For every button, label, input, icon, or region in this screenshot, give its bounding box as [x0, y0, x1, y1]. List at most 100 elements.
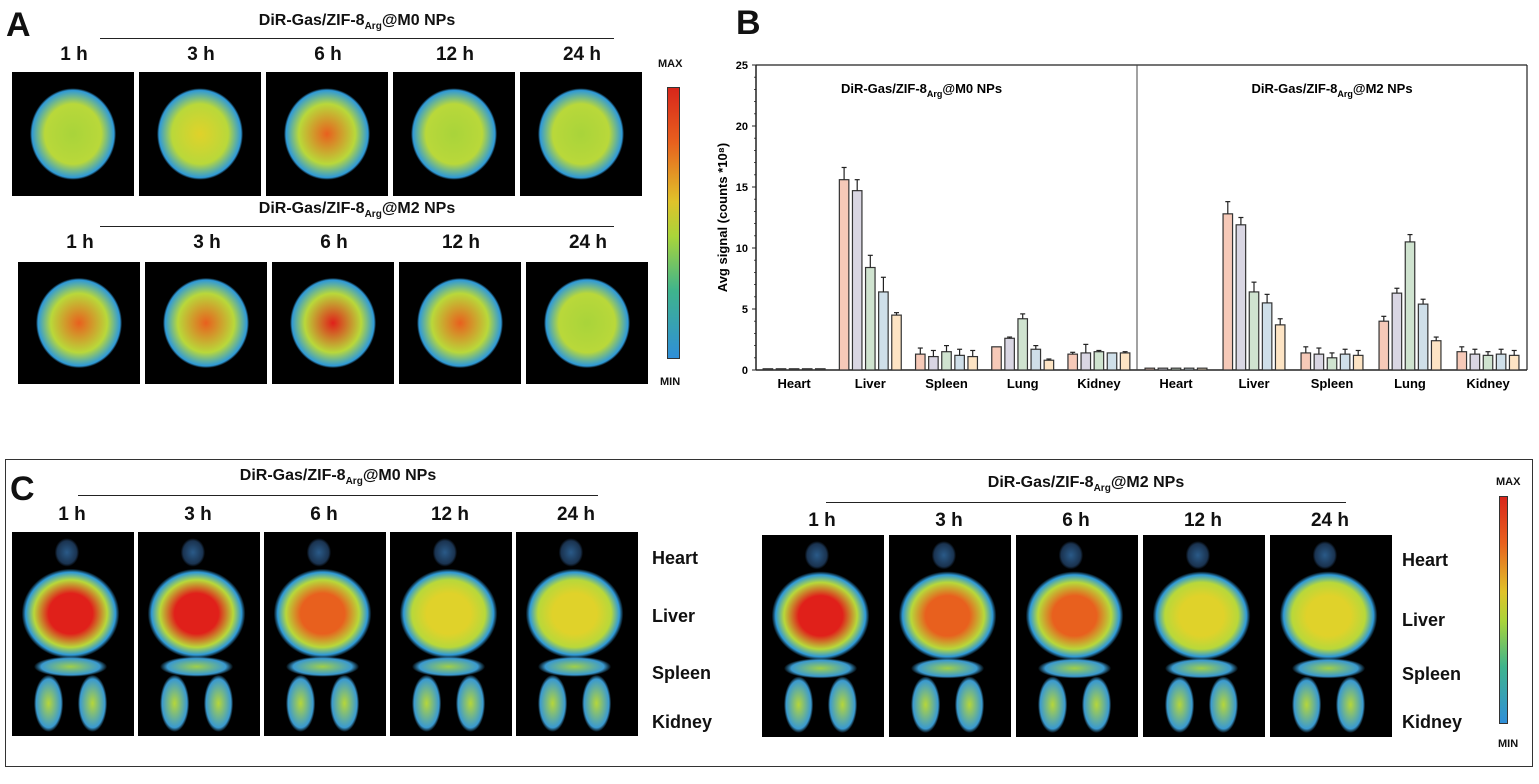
panel-a-label: A — [6, 6, 31, 44]
bar-liver-24h — [1274, 324, 1286, 371]
bar-spleen-3h — [928, 355, 939, 371]
bar-spleen-24h — [967, 355, 979, 371]
title-part: DiR-Gas/ZIF-8 — [258, 12, 365, 29]
scale-min-label-c: MIN — [1498, 738, 1519, 750]
y-axis-label: Avg signal (counts *10⁸) — [715, 143, 730, 292]
bar-lung-24h — [1430, 340, 1442, 371]
y-tick-label: 10 — [736, 243, 748, 255]
y-tick-label: 20 — [736, 121, 748, 133]
scale-max-label: MAX — [658, 58, 683, 70]
bar-heart-3h — [1157, 367, 1169, 371]
time-label: 24 h — [562, 44, 602, 65]
ex-vivo-organ-image — [264, 532, 386, 736]
x-tick-label: Liver — [855, 376, 886, 391]
time-label: 3 h — [187, 44, 215, 65]
title-part: @M0 NPs — [362, 467, 437, 484]
scale-max-label-c: MAX — [1496, 476, 1521, 488]
bar-heart-1h — [762, 368, 774, 371]
title-part: DiR-Gas/ZIF-8 — [239, 467, 346, 484]
scale-min-label: MIN — [660, 376, 681, 388]
bar-kidney-1h — [1067, 353, 1079, 371]
bar-liver-24h — [891, 314, 902, 371]
organ-label-spleen: Spleen — [1402, 664, 1462, 684]
bar-liver-3h — [851, 190, 863, 371]
y-tick-label: 5 — [742, 304, 748, 316]
bar-heart-3h — [775, 368, 787, 371]
bar-kidney-24h — [1119, 352, 1131, 371]
colorbar-c — [1499, 496, 1508, 724]
x-tick-label: Heart — [1159, 376, 1193, 391]
ex-vivo-organ-image — [1143, 535, 1265, 737]
time-label: 1 h — [808, 510, 836, 531]
group-title-c-0: DiR-Gas/ZIF-8Arg@M0 NPs — [78, 467, 598, 487]
time-label: 24 h — [556, 504, 596, 525]
x-tick-label: Spleen — [925, 376, 968, 391]
bar-kidney-3h — [1469, 353, 1481, 371]
bar-lung-12h — [1030, 348, 1042, 371]
bar-spleen-12h — [954, 354, 965, 371]
title-rule — [100, 226, 614, 227]
chart-panel-title: DiR-Gas/ZIF-8Arg@M0 NPs — [841, 81, 1002, 99]
bar-liver-1h — [1222, 213, 1234, 371]
bar-kidney-6h — [1482, 354, 1494, 371]
bar-kidney-24h — [1508, 354, 1520, 371]
title-rule — [826, 502, 1346, 503]
bar-kidney-3h — [1080, 352, 1092, 371]
x-tick-label: Liver — [1238, 376, 1269, 391]
bar-kidney-12h — [1106, 352, 1118, 371]
title-part: DiR-Gas/ZIF-8 — [987, 474, 1094, 491]
bar-kidney-12h — [1495, 353, 1507, 371]
x-tick-label: Lung — [1007, 376, 1039, 391]
x-tick-label: Spleen — [1311, 376, 1354, 391]
title-part: Arg — [1093, 483, 1111, 495]
x-tick-label: Kidney — [1077, 376, 1121, 391]
time-label: 12 h — [441, 232, 481, 253]
time-label: 12 h — [435, 44, 475, 65]
time-label: 1 h — [66, 232, 94, 253]
organ-label-kidney: Kidney — [1402, 712, 1463, 732]
bar-spleen-1h — [914, 353, 926, 371]
ex-vivo-organ-image — [390, 532, 512, 736]
bar-heart-12h — [1183, 367, 1195, 371]
fluorescence-image — [12, 72, 134, 196]
bar-lung-6h — [1404, 241, 1416, 371]
organ-label-heart: Heart — [1402, 550, 1449, 570]
fluorescence-image — [266, 72, 388, 196]
bar-heart-6h — [788, 368, 800, 371]
bar-kidney-6h — [1093, 351, 1105, 371]
fluorescence-image — [139, 72, 261, 196]
time-label: 24 h — [1310, 510, 1350, 531]
fluorescence-image — [520, 72, 642, 196]
time-label: 3 h — [184, 504, 212, 525]
panel-c-label: C — [10, 470, 35, 508]
bar-spleen-6h — [1326, 357, 1338, 371]
x-tick-label: Kidney — [1466, 376, 1510, 391]
time-label: 6 h — [314, 44, 342, 65]
bar-lung-12h — [1417, 303, 1429, 371]
bar-lung-3h — [1391, 292, 1403, 371]
ex-vivo-organ-image — [1270, 535, 1392, 737]
fluorescence-image — [272, 262, 394, 384]
title-part: @M2 NPs — [1110, 474, 1185, 491]
time-label: 24 h — [568, 232, 608, 253]
bar-spleen-6h — [941, 351, 952, 371]
title-part: Arg — [364, 209, 382, 221]
x-tick-label: Heart — [777, 376, 811, 391]
bar-spleen-1h — [1300, 352, 1312, 371]
bar-liver-6h — [864, 266, 876, 371]
time-label: 12 h — [1183, 510, 1223, 531]
y-tick-label: 15 — [736, 182, 748, 194]
group-title-a-0: DiR-Gas/ZIF-8Arg@M0 NPs — [100, 12, 614, 32]
bar-heart-24h — [814, 368, 826, 371]
bar-heart-24h — [1196, 367, 1208, 371]
y-tick-label: 25 — [736, 60, 748, 72]
fluorescence-image — [399, 262, 521, 384]
organ-label-liver: Liver — [652, 606, 696, 626]
ex-vivo-organ-image — [516, 532, 638, 736]
time-label: 6 h — [310, 504, 338, 525]
bar-spleen-12h — [1339, 353, 1351, 371]
bar-kidney-1h — [1456, 351, 1468, 371]
group-title-c-1: DiR-Gas/ZIF-8Arg@M2 NPs — [826, 474, 1346, 494]
time-label: 1 h — [58, 504, 86, 525]
bar-liver-12h — [1261, 302, 1273, 371]
